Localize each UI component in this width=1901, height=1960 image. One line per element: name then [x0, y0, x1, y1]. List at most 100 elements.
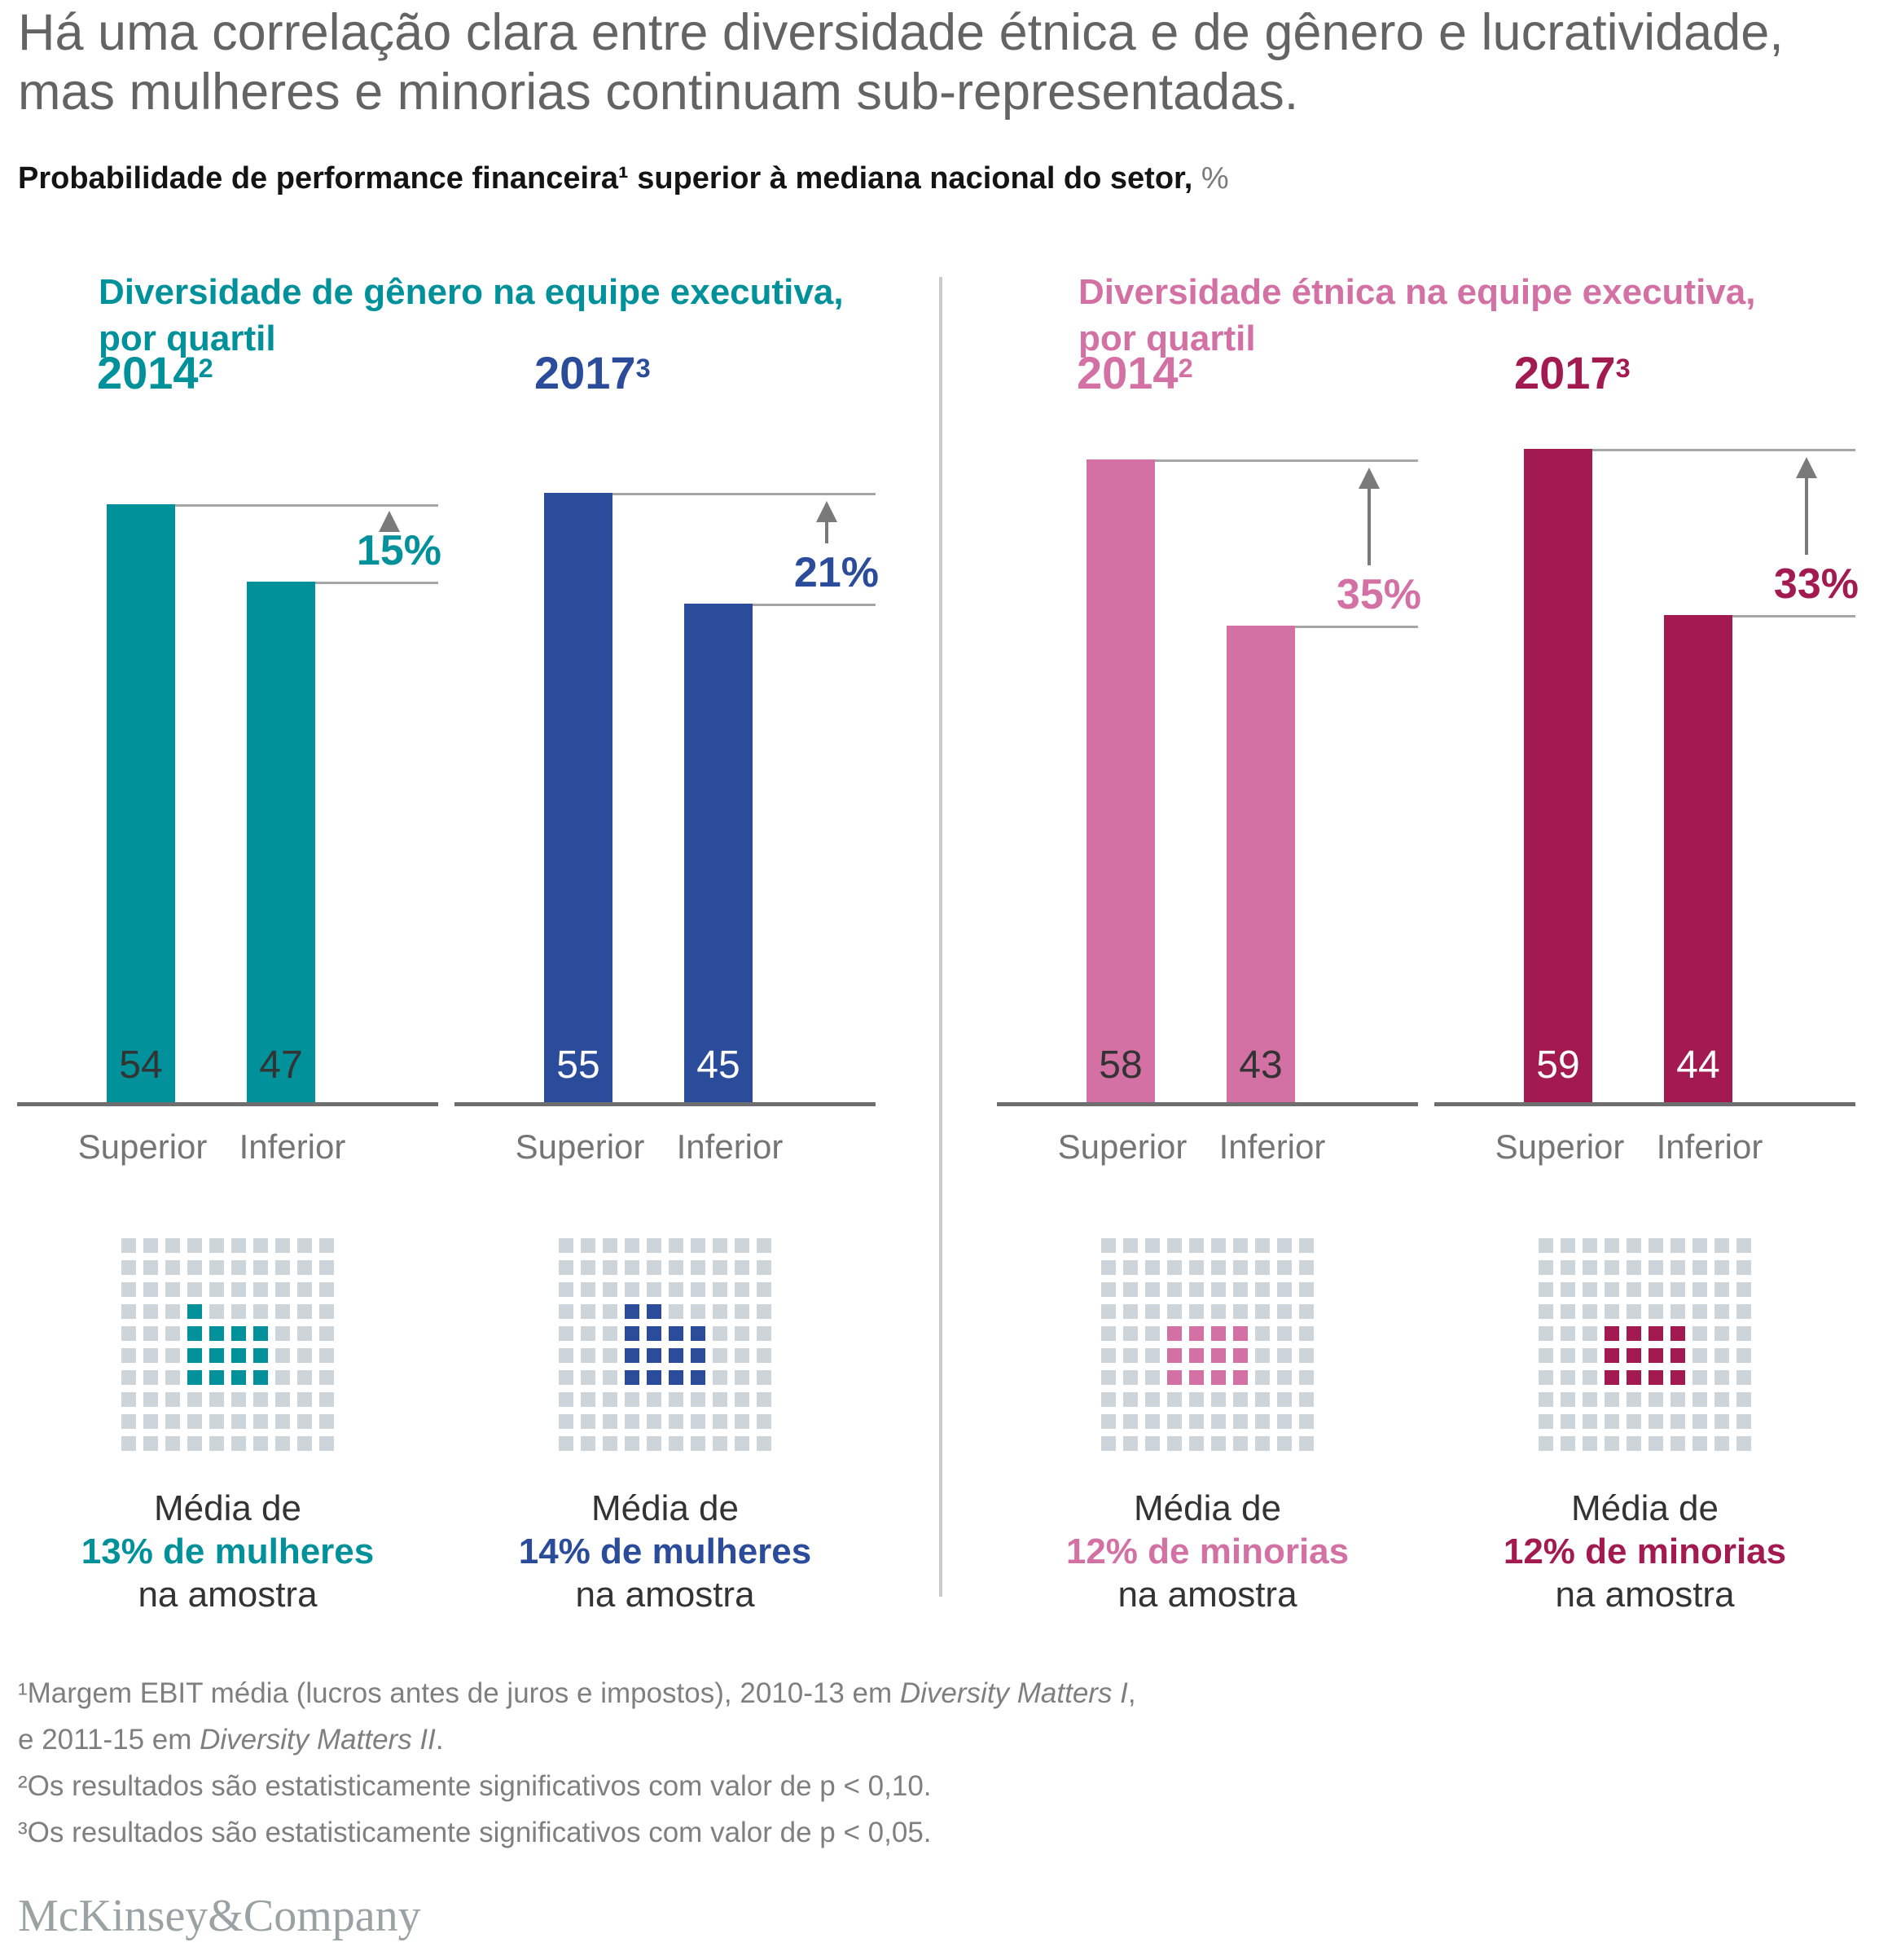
waffle-cell-empty	[581, 1348, 595, 1363]
waffle-cell-empty	[647, 1238, 661, 1253]
waffle-cell-empty	[669, 1436, 683, 1451]
waffle-cell-empty	[1714, 1414, 1729, 1429]
waffle-cell-empty	[691, 1304, 705, 1319]
waffle-cell-empty	[1605, 1260, 1619, 1275]
diff-percent-label: 33%	[1773, 560, 1859, 608]
waffle-cell-empty	[581, 1238, 595, 1253]
waffle-cell-empty	[1627, 1282, 1641, 1297]
waffle-cell-empty	[209, 1436, 224, 1451]
waffle-cell-empty	[297, 1436, 312, 1451]
waffle-cell-empty	[209, 1260, 224, 1275]
waffle-cell-empty	[231, 1238, 246, 1253]
waffle-cell-filled	[1189, 1326, 1204, 1341]
waffle-cell-filled	[231, 1370, 246, 1385]
waffle-cell-empty	[1561, 1304, 1575, 1319]
waffle-cell-filled	[1189, 1370, 1204, 1385]
bar-plot: 58 43 35%	[997, 402, 1421, 1106]
waffle-cell-empty	[143, 1370, 158, 1385]
waffle-cell-filled	[669, 1348, 683, 1363]
footnote-text-segment: ²Os resultados são estatisticamente sign…	[18, 1770, 932, 1802]
waffle-cell-empty	[1539, 1370, 1553, 1385]
year-text: 2017	[534, 347, 636, 398]
waffle-cell-empty	[1736, 1260, 1751, 1275]
waffle-cell-filled	[1211, 1326, 1226, 1341]
waffle-cell-filled	[1605, 1370, 1619, 1385]
waffle-cell-empty	[1299, 1326, 1314, 1341]
bar-superior: 54	[107, 504, 175, 1102]
waffle-cell-empty	[1189, 1392, 1204, 1407]
category-label-superior: Superior	[1495, 1127, 1625, 1166]
section-header-line1: Diversidade étnica na equipe executiva,	[1078, 272, 1756, 312]
waffle-cell-empty	[1605, 1238, 1619, 1253]
waffle-cell-filled	[625, 1326, 639, 1341]
waffle-cell-filled	[647, 1326, 661, 1341]
waffle-cell-empty	[165, 1348, 180, 1363]
waffle-cell-empty	[1123, 1348, 1138, 1363]
section-gender-diversity: Diversidade de gênero na equipe executiv…	[17, 269, 879, 1615]
year-footnote-marker: 3	[635, 354, 651, 383]
waffle-cell-empty	[1605, 1392, 1619, 1407]
waffle-cell-empty	[603, 1260, 617, 1275]
waffle-cell-empty	[319, 1436, 334, 1451]
waffle-cell-filled	[1233, 1326, 1248, 1341]
waffle-cell-filled	[1233, 1370, 1248, 1385]
waffle-cell-empty	[143, 1326, 158, 1341]
waffle-cell-empty	[1277, 1414, 1292, 1429]
waffle-cell-empty	[1123, 1304, 1138, 1319]
footnote-italic-segment: Diversity Matters II	[200, 1724, 436, 1756]
waffle-cell-empty	[275, 1282, 290, 1297]
waffle-chart	[1101, 1238, 1314, 1451]
waffle-cell-empty	[1123, 1392, 1138, 1407]
waffle-cell-empty	[1145, 1370, 1160, 1385]
waffle-cell-empty	[143, 1348, 158, 1363]
waffle-cell-empty	[1255, 1370, 1270, 1385]
waffle-cell-empty	[1671, 1436, 1685, 1451]
diff-percent-label: 35%	[1336, 571, 1421, 618]
subtitle-main: Probabilidade de performance financeira¹…	[18, 161, 1193, 196]
waffle-cell-empty	[1692, 1326, 1707, 1341]
year-label: 20142	[1077, 350, 1418, 402]
category-label-superior: Superior	[77, 1127, 208, 1166]
waffle-cell-empty	[1123, 1260, 1138, 1275]
waffle-cell-empty	[297, 1348, 312, 1363]
waffle-cell-empty	[757, 1414, 771, 1429]
waffle-cell-empty	[559, 1370, 573, 1385]
waffle-cell-empty	[1714, 1304, 1729, 1319]
waffle-cell-filled	[1233, 1348, 1248, 1363]
waffle-cell-empty	[1145, 1392, 1160, 1407]
waffle-cell-empty	[1233, 1260, 1248, 1275]
waffle-cell-empty	[1101, 1436, 1116, 1451]
waffle-cell-empty	[121, 1260, 136, 1275]
waffle-cell-empty	[121, 1370, 136, 1385]
category-label-superior: Superior	[1057, 1127, 1188, 1166]
waffle-cell-empty	[735, 1392, 749, 1407]
waffle-cell-empty	[1539, 1238, 1553, 1253]
waffle-cell-filled	[1671, 1326, 1685, 1341]
waffle-cell-empty	[1736, 1238, 1751, 1253]
waffle-cell-empty	[603, 1436, 617, 1451]
inferior-reference-line	[1664, 615, 1855, 617]
waffle-cell-empty	[1671, 1260, 1685, 1275]
waffle-cell-empty	[713, 1436, 727, 1451]
waffle-cell-empty	[1255, 1326, 1270, 1341]
waffle-cell-empty	[1255, 1436, 1270, 1451]
waffle-cell-empty	[1167, 1238, 1182, 1253]
bar-plot: 55 45 21%	[454, 402, 879, 1106]
footnote-line-4: ³Os resultados são estatisticamente sign…	[18, 1809, 1875, 1856]
inferior-reference-line	[1227, 626, 1418, 628]
waffle-cell-empty	[1233, 1392, 1248, 1407]
waffle-cell-empty	[1145, 1326, 1160, 1341]
waffle-cell-empty	[275, 1238, 290, 1253]
category-labels-row: Superior Inferior	[1434, 1127, 1855, 1170]
waffle-cell-empty	[209, 1238, 224, 1253]
footnote-line-3: ²Os resultados são estatisticamente sign…	[18, 1763, 1875, 1809]
waffle-cell-empty	[1627, 1392, 1641, 1407]
waffle-cell-empty	[319, 1238, 334, 1253]
waffle-cell-empty	[209, 1414, 224, 1429]
increase-arrow-stem	[1805, 478, 1808, 555]
waffle-cell-filled	[691, 1326, 705, 1341]
waffle-cell-empty	[757, 1238, 771, 1253]
bar-inferior: 44	[1664, 615, 1732, 1102]
waffle-cell-empty	[231, 1260, 246, 1275]
waffle-cell-empty	[1233, 1304, 1248, 1319]
